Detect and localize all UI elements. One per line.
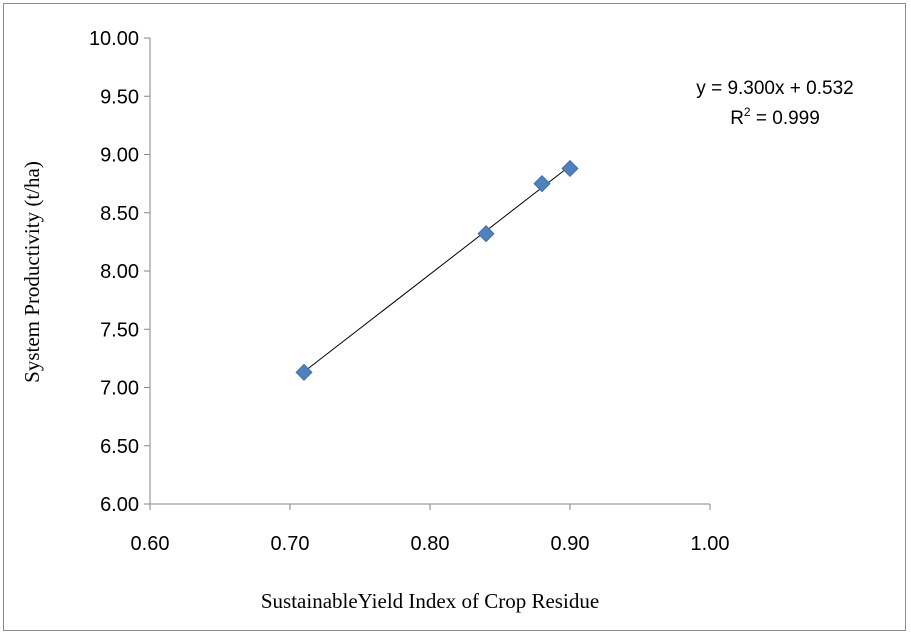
data-point: [533, 175, 551, 193]
y-tick-label: 8.00: [100, 261, 139, 283]
data-point: [561, 159, 579, 178]
data-point: [295, 363, 313, 381]
x-tick-label: 0.60: [131, 533, 170, 555]
y-axis-title: System Productivity (t/ha): [20, 161, 44, 383]
x-tick-label: 0.90: [551, 533, 590, 555]
x-tick-label: 1.00: [691, 533, 730, 555]
trendline: [303, 165, 571, 373]
trendline-equation: y = 9.300x + 0.532: [696, 78, 853, 99]
x-tick-label: 0.70: [271, 533, 310, 555]
y-tick-label: 7.00: [100, 378, 139, 400]
x-axis-title: SustainableYield Index of Crop Residue: [261, 589, 599, 613]
r-squared-superscript: 2: [744, 105, 751, 119]
axes: [144, 37, 711, 510]
r-squared-value: = 0.999: [751, 108, 820, 129]
x-tick-label: 0.80: [411, 533, 450, 555]
y-tick-label: 7.50: [100, 319, 139, 341]
r-squared-prefix: R: [730, 108, 744, 129]
r-squared-label: R2 = 0.999: [730, 105, 820, 129]
y-tick-label: 10.00: [89, 28, 139, 50]
y-tick-label: 9.00: [100, 145, 139, 167]
data-points: [295, 159, 579, 381]
y-tick-label: 9.50: [100, 86, 139, 108]
y-tick-label: 6.50: [100, 436, 139, 458]
data-point: [477, 225, 495, 243]
tick-labels: 6.00 6.50 7.00 7.50 8.00 8.50 9.00 9.50 10.00 0.6…: [89, 28, 730, 555]
y-tick-label: 8.50: [100, 203, 139, 225]
chart-frame: [3, 3, 906, 631]
trendline-group: [303, 165, 571, 373]
y-tick-label: 6.00: [100, 494, 139, 516]
